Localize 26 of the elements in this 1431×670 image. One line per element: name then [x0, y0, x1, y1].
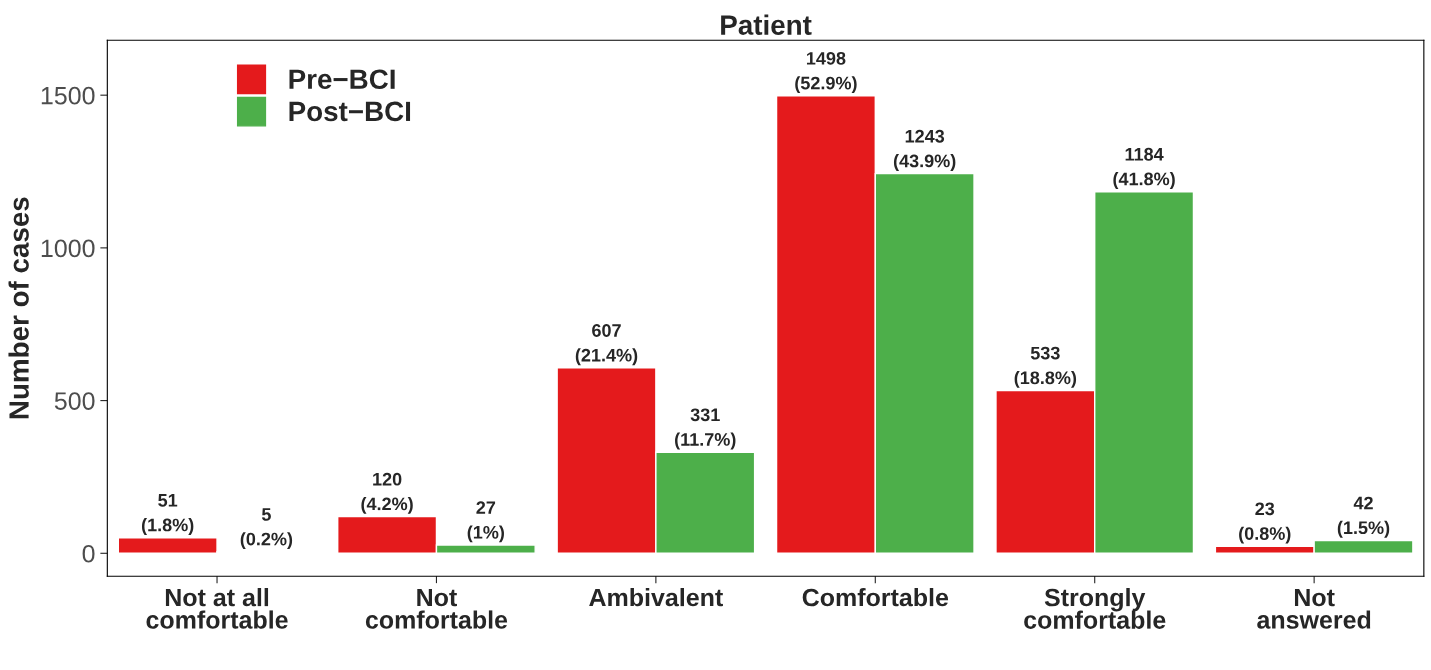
data-label: 120 (4.2%): [361, 472, 413, 514]
chart-title: Patient: [721, 14, 812, 35]
y-tick-label: 0: [82, 544, 95, 563]
x-tick-label: Ambivalent: [589, 588, 723, 607]
data-label: 27 (1%): [467, 501, 504, 543]
y-axis-title: Number of cases: [8, 197, 29, 419]
data-label: 51 (1.8%): [141, 494, 194, 535]
data-label: 1243 (43.9%): [893, 129, 956, 171]
data-label: 331 (11.7%): [675, 408, 736, 450]
y-tick-label: 1000: [41, 239, 95, 258]
data-label: 23 (0.8%): [1239, 502, 1291, 544]
x-tick-label: Not at all comfortable: [146, 588, 288, 629]
y-tick-label: 500: [54, 392, 95, 410]
x-tick-label: Strongly comfortable: [1024, 588, 1166, 629]
legend-label: Pre−BCI: [289, 69, 395, 90]
data-label: 1184 (41.8%): [1113, 147, 1175, 189]
data-label: 42 (1.5%): [1337, 496, 1390, 538]
data-label: 1498 (52.9%): [795, 51, 857, 94]
legend-label: Post−BCI: [289, 101, 411, 122]
x-tick-label: Not comfortable: [365, 588, 508, 629]
x-tick-label: Comfortable: [802, 588, 949, 607]
data-label: 607 (21.4%): [575, 324, 638, 366]
y-tick-label: 1500: [41, 86, 95, 105]
x-tick-label: Not answered: [1257, 588, 1371, 629]
data-label: 533 (18.8%): [1014, 346, 1077, 388]
data-label: 5 (0.2%): [240, 508, 293, 549]
